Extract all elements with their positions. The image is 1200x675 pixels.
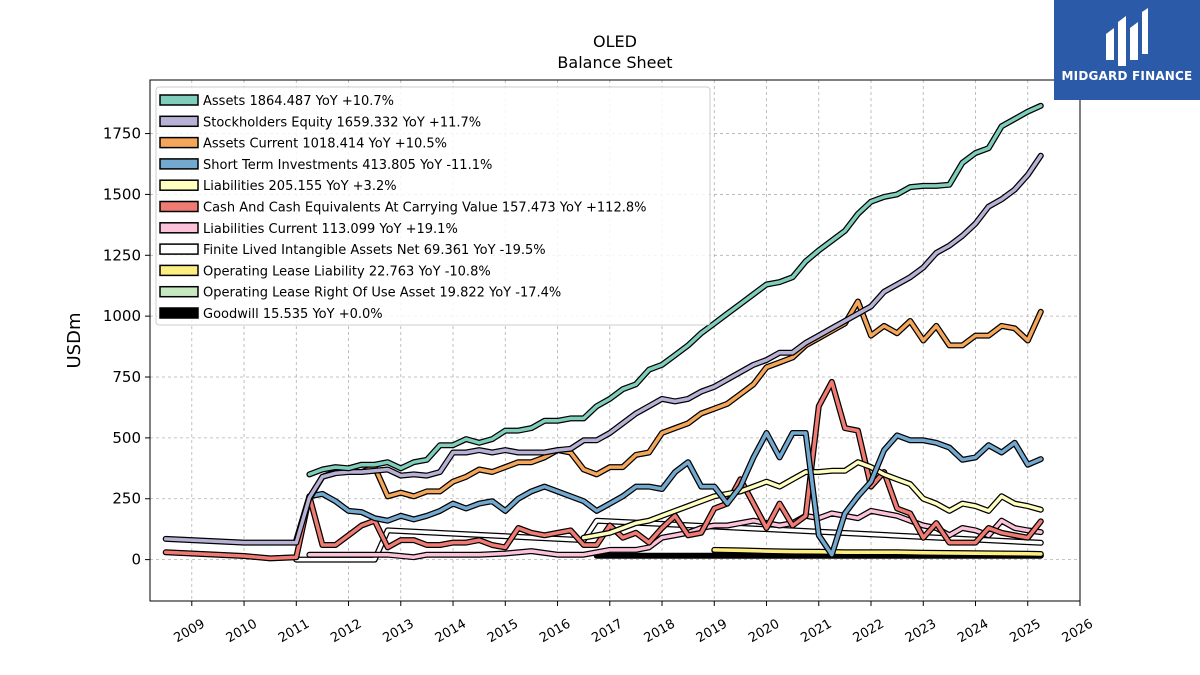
series-line [712, 548, 1043, 556]
x-tick-label: 2024 [955, 617, 991, 647]
legend-swatch [159, 179, 199, 191]
legend-swatch [159, 222, 199, 234]
legend-entry: Goodwill 15.535 YoY +0.0% [203, 307, 383, 322]
legend-entry: Assets 1864.487 YoY +10.7% [203, 94, 394, 109]
series-assets-current [306, 298, 1044, 502]
series-lines [162, 102, 1044, 563]
legend-swatch [159, 94, 199, 106]
x-tick-label: 2014 [433, 617, 469, 647]
series-finite-lived-intangible-assets-net [293, 517, 1044, 563]
plot-frame [149, 79, 1081, 602]
legend: Assets 1864.487 YoY +10.7% Stockholders E… [155, 86, 711, 326]
legend-entry: Liabilities Current 113.099 YoY +19.1% [203, 222, 458, 237]
legend-entry: Operating Lease Liability 22.763 YoY -10… [203, 264, 491, 279]
y-axis-label: USDm [64, 313, 85, 369]
legend-entry: Assets Current 1018.414 YoY +10.5% [203, 137, 447, 152]
legend-swatch [159, 307, 199, 319]
series-line [163, 380, 1043, 561]
chart-subtitle: Balance Sheet [557, 53, 672, 72]
x-tick-label: 2026 [1060, 617, 1096, 647]
x-tick-label: 2011 [276, 617, 312, 647]
x-tick-label: 2018 [642, 617, 678, 647]
x-tick-label: 2021 [798, 617, 834, 647]
legend-swatch [159, 264, 199, 277]
legend-entry: Operating Lease Right Of Use Asset 19.82… [203, 286, 561, 301]
legend-swatch [159, 243, 199, 255]
legend-box [155, 86, 711, 326]
series-line [294, 431, 1043, 557]
legend-swatch [159, 285, 199, 298]
brand-logo: MIDGARD FINANCE [1054, 0, 1200, 100]
series-cash-and-cash-equivalents-at-carrying-value [162, 378, 1044, 562]
x-tick-label: 2023 [903, 617, 939, 647]
y-tick-label: 1000 [103, 307, 141, 325]
x-tick-label: 2016 [537, 617, 573, 647]
y-tick-label: 1250 [103, 246, 141, 264]
series-line [294, 518, 1043, 562]
series-line [163, 153, 1043, 545]
legend-swatch [159, 115, 199, 128]
x-tick-label: 2022 [851, 617, 887, 647]
y-tick-label: 250 [112, 490, 141, 508]
series-short-term-investments [293, 430, 1044, 558]
legend-entry: Cash And Cash Equivalents At Carrying Va… [203, 201, 646, 216]
y-tick-label: 1750 [103, 125, 141, 143]
legend-entry: Finite Lived Intangible Assets Net 69.36… [203, 243, 546, 258]
chart-title: OLED [593, 32, 637, 51]
y-tick-label: 750 [112, 368, 141, 386]
y-tick-label: 500 [112, 429, 141, 447]
x-tick-label: 2009 [171, 617, 207, 647]
x-tick-label: 2025 [1007, 617, 1043, 647]
x-tick-label: 2015 [485, 617, 521, 647]
series-line [307, 104, 1043, 477]
legend-swatch [159, 158, 199, 170]
legend-swatch [159, 200, 199, 213]
logo-mark-icon [1106, 8, 1148, 66]
legend-entry: Liabilities 205.155 YoY +3.2% [203, 179, 397, 194]
legend-entry: Short Term Investments 413.805 YoY -11.1… [203, 158, 492, 173]
x-tick-label: 2019 [694, 617, 730, 647]
brand-name: MIDGARD FINANCE [1061, 69, 1193, 83]
x-tick-label: 2013 [380, 617, 416, 647]
x-tick-label: 2012 [328, 617, 364, 647]
legend-entry: Stockholders Equity 1659.332 YoY +11.7% [203, 115, 481, 130]
series-operating-lease-liability [711, 546, 1044, 557]
series-line [307, 299, 1043, 501]
series-stockholders-equity [162, 152, 1044, 546]
legend-swatch [159, 136, 199, 149]
y-tick-label: 0 [131, 551, 141, 569]
series-assets [306, 102, 1044, 478]
x-tick-label: 2017 [589, 617, 625, 647]
x-tick-label: 2010 [224, 617, 260, 647]
y-tick-label: 1500 [103, 185, 141, 203]
x-tick-label: 2020 [746, 617, 782, 647]
